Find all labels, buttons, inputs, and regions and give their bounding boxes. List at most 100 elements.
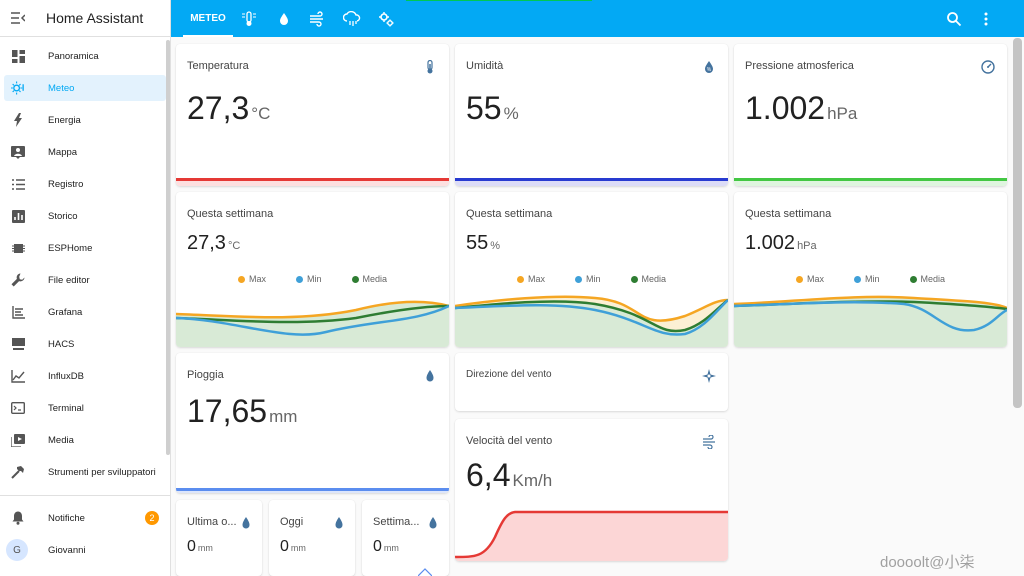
card-oggi[interactable]: Oggi 0 mm (269, 500, 355, 576)
sidebar-item-label: Storico (48, 210, 78, 222)
sparkline-peak (418, 568, 432, 576)
sidebar-scrollbar[interactable] (166, 40, 170, 455)
tab-underline (183, 35, 233, 37)
card-week-temp[interactable]: Questa settimana 27,3 °C Max Min Media (176, 192, 449, 347)
menu-icon[interactable] (11, 12, 26, 24)
sidebar-item-meteo[interactable]: Meteo (4, 75, 166, 101)
sidebar-item-panoramica[interactable]: Panoramica (4, 43, 166, 69)
sparkline-line (176, 178, 449, 181)
card-title: Temperatura (187, 60, 249, 72)
list-icon (11, 177, 25, 191)
legend-min[interactable]: Min (295, 274, 322, 284)
sensor-value: 0 mm (187, 538, 213, 555)
card-title: Questa settimana (745, 208, 832, 220)
sidebar-item-influxdb[interactable]: InfluxDB (4, 363, 166, 389)
legend-min[interactable]: Min (853, 274, 880, 284)
legend-media[interactable]: Media (909, 274, 945, 284)
media-icon (11, 433, 25, 447)
card-week-hum[interactable]: Questa settimana 55% Max Min Media (455, 192, 728, 347)
influxdb-icon (11, 369, 25, 383)
card-direzione-vento[interactable]: Direzione del vento (455, 353, 728, 411)
sidebar-item-label: ESPHome (48, 242, 93, 254)
card-title: Questa settimana (466, 208, 553, 220)
card-pioggia[interactable]: Pioggia 17,65 mm (176, 353, 449, 493)
top-accent-line (406, 0, 592, 1)
sidebar-divider (0, 495, 170, 496)
legend-media[interactable]: Media (630, 274, 666, 284)
rain-cloud-tab-icon[interactable] (342, 10, 361, 27)
gauge-icon (981, 60, 995, 74)
thermometer-tab-icon[interactable] (241, 11, 257, 27)
media-area (455, 300, 728, 347)
sidebar-item-esphome[interactable]: ESPHome (4, 235, 166, 261)
weather-icon (11, 81, 25, 95)
legend-media[interactable]: Media (351, 274, 387, 284)
sidebar-item-mappa[interactable]: Mappa (4, 139, 166, 165)
sparkline-fill (455, 180, 728, 186)
svg-text:%: % (707, 67, 712, 73)
main-scrollbar[interactable] (1013, 38, 1022, 408)
legend-max[interactable]: Max (795, 274, 824, 284)
max-line (455, 295, 728, 322)
sidebar-item-hacs[interactable]: HACS (4, 331, 166, 357)
weekly-chart (734, 295, 1007, 347)
sensor-value: 55% (466, 232, 501, 254)
card-week-press[interactable]: Questa settimana 1.002 hPa Max Min Media (734, 192, 1007, 347)
water-drop-tab-icon[interactable] (276, 11, 292, 27)
card-temperatura[interactable]: Temperatura 27,3 °C (176, 44, 449, 186)
media-line (455, 298, 728, 333)
sidebar-item-label: InfluxDB (48, 370, 84, 382)
sidebar-item-strumenti[interactable]: Strumenti per sviluppatori (4, 459, 166, 485)
esphome-icon (11, 241, 25, 255)
legend-max[interactable]: Max (237, 274, 266, 284)
search-icon[interactable] (946, 11, 962, 27)
sidebar-item-media[interactable]: Media (4, 427, 166, 453)
wind-line (455, 510, 728, 559)
card-title: Umidità (466, 60, 504, 72)
chart-legend: Max Min Media (455, 274, 728, 284)
sensor-value: 1.002 hPa (745, 232, 817, 254)
wrench-icon (11, 273, 25, 287)
sidebar-item-label: Energia (48, 114, 81, 126)
media-line (176, 304, 449, 324)
sidebar: Home Assistant Panoramica Meteo Energia … (0, 0, 171, 576)
card-umidita[interactable]: Umidità % 55% (455, 44, 728, 186)
sidebar-item-registro[interactable]: Registro (4, 171, 166, 197)
sparkline-line (455, 178, 728, 181)
sidebar-item-label: Grafana (48, 306, 83, 318)
water-drop-icon (240, 516, 254, 530)
more-vert-icon[interactable] (978, 11, 994, 27)
card-pressione[interactable]: Pressione atmosferica 1.002 hPa (734, 44, 1007, 186)
sidebar-item-notifiche[interactable]: Notifiche (4, 505, 166, 531)
tab-meteo[interactable]: METEO (190, 13, 226, 24)
card-ultima-ora[interactable]: Ultima o... 0 mm (176, 500, 262, 576)
sidebar-item-label: File editor (48, 274, 90, 286)
legend-max[interactable]: Max (516, 274, 545, 284)
sidebar-item-terminal[interactable]: Terminal (4, 395, 166, 421)
card-title: Pioggia (187, 369, 224, 381)
sensor-value: 0 mm (280, 538, 306, 555)
card-title: Direzione del vento (466, 369, 552, 380)
terminal-icon (11, 401, 25, 415)
card-settimana[interactable]: Settima... 0 mm (362, 500, 449, 576)
settings-tab-icon[interactable] (378, 11, 394, 27)
sparkline-line (176, 488, 449, 491)
sidebar-item-label: Meteo (48, 82, 75, 94)
chart-icon (11, 209, 25, 223)
card-title: Questa settimana (187, 208, 274, 220)
legend-min[interactable]: Min (574, 274, 601, 284)
max-line (734, 295, 1007, 310)
sidebar-item-energia[interactable]: Energia (4, 107, 166, 133)
grafana-icon (11, 305, 25, 319)
sidebar-item-user[interactable]: G Giovanni (4, 537, 166, 563)
weekly-chart (455, 295, 728, 347)
notification-badge: 2 (145, 511, 159, 525)
sidebar-item-grafana[interactable]: Grafana (4, 299, 166, 325)
sidebar-item-file-editor[interactable]: File editor (4, 267, 166, 293)
min-line (176, 304, 449, 336)
sensor-value: 6,4 Km/h (466, 457, 553, 493)
card-velocita-vento[interactable]: Velocità del vento 6,4 Km/h (455, 419, 728, 561)
bell-icon (11, 511, 25, 525)
sidebar-item-storico[interactable]: Storico (4, 203, 166, 229)
wind-tab-icon[interactable] (309, 11, 325, 27)
